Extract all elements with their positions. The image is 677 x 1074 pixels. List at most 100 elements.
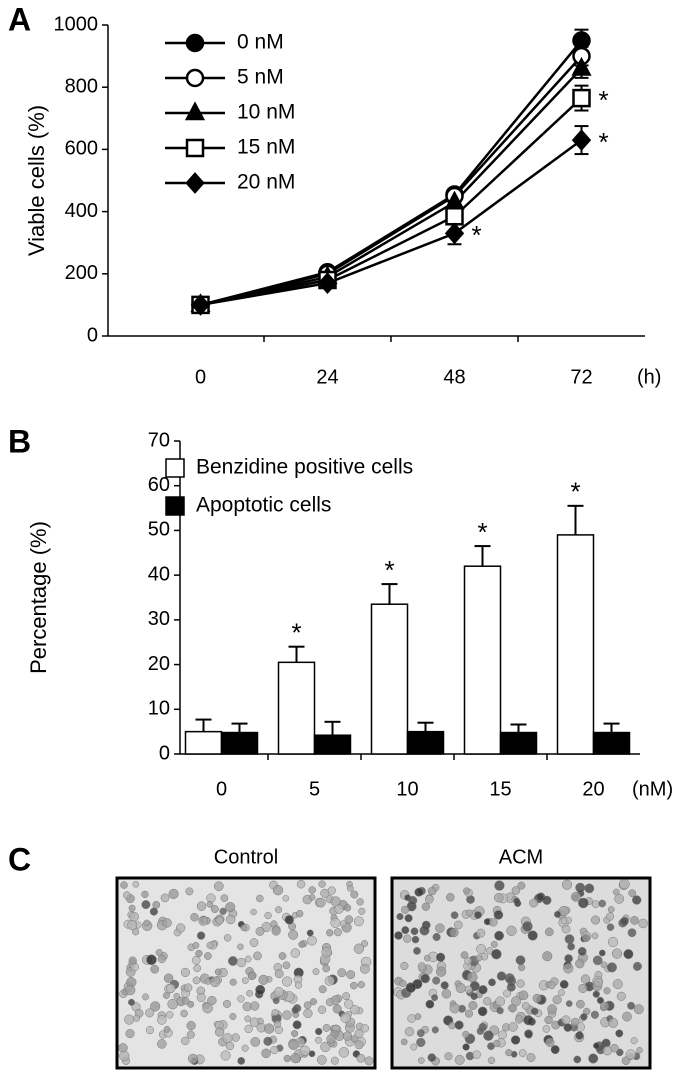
cell — [146, 954, 157, 966]
cell — [316, 897, 326, 908]
marker — [317, 272, 338, 295]
cell — [518, 964, 526, 972]
cell — [253, 951, 262, 961]
cell — [552, 995, 562, 1005]
x-tick-label: 15 — [489, 778, 511, 800]
cell — [544, 1015, 553, 1025]
cell — [342, 1031, 353, 1041]
micrograph-control — [115, 876, 377, 1070]
cell — [462, 1043, 470, 1051]
cell — [163, 973, 174, 984]
cell — [526, 1053, 536, 1062]
cell — [284, 915, 294, 925]
cell — [542, 895, 552, 905]
cell — [414, 887, 424, 897]
cell — [152, 900, 161, 909]
cell — [435, 966, 447, 977]
cell — [497, 1030, 507, 1040]
cell — [145, 1008, 155, 1018]
cell — [523, 1015, 534, 1026]
cell — [561, 924, 571, 934]
cell — [209, 976, 221, 988]
cell — [364, 1056, 374, 1066]
cell — [518, 990, 529, 1001]
cell — [186, 1021, 196, 1031]
cell — [529, 898, 539, 908]
cell — [219, 907, 227, 915]
cell — [400, 961, 409, 970]
cell — [282, 895, 290, 902]
cell — [611, 948, 623, 959]
cell — [495, 996, 506, 1007]
cell — [417, 962, 427, 971]
cell — [196, 901, 207, 911]
cell — [123, 891, 131, 900]
cell — [478, 985, 488, 995]
cell — [324, 975, 335, 986]
cell — [517, 881, 526, 890]
cell — [214, 1027, 225, 1037]
cell — [240, 924, 248, 932]
cell — [237, 1057, 246, 1065]
cell — [404, 1027, 415, 1037]
significance: * — [570, 477, 580, 507]
cell — [563, 963, 574, 974]
cell — [596, 996, 604, 1004]
cell — [317, 1005, 327, 1014]
cell — [157, 1015, 167, 1025]
cell — [207, 995, 217, 1006]
cell — [129, 911, 139, 922]
cell — [506, 925, 517, 936]
cell — [606, 962, 617, 973]
cell — [633, 1004, 644, 1015]
cell — [454, 1054, 465, 1065]
cell — [573, 1055, 582, 1064]
cell — [467, 971, 478, 983]
cell — [606, 912, 615, 921]
cell — [162, 992, 170, 999]
legend-label: Apoptotic cells — [196, 494, 331, 517]
cell — [315, 1027, 323, 1036]
cell — [344, 999, 354, 1009]
bar — [556, 534, 595, 755]
cell — [229, 1013, 237, 1020]
cell — [290, 1052, 301, 1064]
cell — [636, 1046, 643, 1054]
y-axis-title: Percentage (%) — [26, 521, 51, 674]
cell — [427, 1053, 437, 1062]
cell — [187, 1000, 195, 1008]
cell — [263, 1036, 273, 1046]
cell — [128, 956, 137, 965]
cell — [225, 914, 236, 925]
cell — [468, 1001, 478, 1010]
y-tick-label: 0 — [87, 324, 98, 346]
cell — [421, 902, 431, 911]
x-tick-label: 72 — [570, 366, 592, 388]
cell — [593, 1042, 600, 1049]
cell — [307, 935, 317, 946]
cell — [292, 1020, 302, 1030]
cell — [330, 1056, 339, 1065]
micrograph-acm — [390, 876, 652, 1070]
cell — [514, 1015, 524, 1024]
cell — [356, 1053, 366, 1063]
cell — [448, 1021, 456, 1030]
image-title: ACM — [499, 846, 543, 868]
cell — [576, 999, 585, 1009]
cell — [290, 948, 301, 958]
cell — [354, 1029, 364, 1039]
cell — [522, 921, 533, 932]
cell — [270, 1046, 279, 1055]
cell — [606, 923, 615, 931]
cell — [186, 1030, 195, 1039]
cell — [616, 1048, 624, 1057]
cell — [274, 969, 284, 979]
cell — [603, 987, 611, 995]
bar — [592, 731, 631, 755]
x-tick-label: 5 — [309, 778, 320, 800]
cell — [231, 1033, 240, 1042]
cell — [271, 926, 281, 936]
cell — [223, 934, 232, 942]
y-tick-label: 20 — [148, 653, 170, 675]
cell — [133, 1014, 141, 1022]
